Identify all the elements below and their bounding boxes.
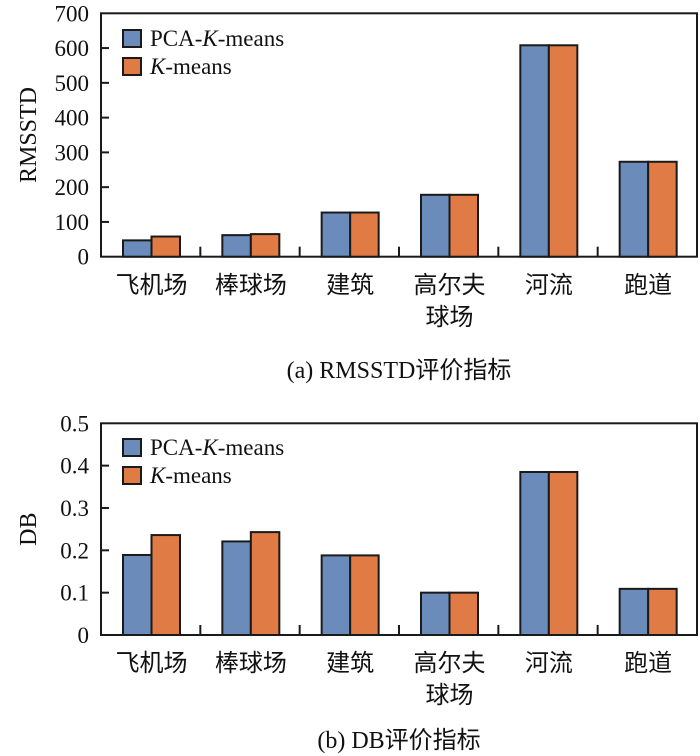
bar-db-pca-kmeans: [618, 587, 650, 637]
y-axis-title-rmsstd: RMSSTD: [16, 87, 42, 183]
legend-label-prefix: PCA-: [150, 26, 202, 51]
y-tick-label-rmsstd: 700: [55, 1, 90, 26]
bar-rmsstd-kmeans: [547, 44, 579, 258]
x-category-label-rmsstd: 建筑: [326, 272, 374, 299]
y-axis-title-db: DB: [16, 512, 42, 545]
bar-db-kmeans: [547, 470, 579, 636]
legend-label-italic: K: [201, 26, 219, 51]
x-category-label-db: 建筑: [326, 650, 374, 677]
x-category-label-rmsstd: 跑道: [624, 272, 672, 299]
legend-label-italic: K: [149, 54, 167, 79]
bar-rmsstd-pca-kmeans: [122, 239, 153, 258]
legend-label-db: PCA-K-means: [150, 435, 284, 460]
bar-rmsstd-kmeans: [448, 193, 479, 258]
legend-label-suffix: -means: [218, 26, 284, 51]
legend-label-prefix: PCA-: [150, 435, 202, 460]
legend-swatch-rmsstd: [122, 57, 142, 76]
legend-swatch-rmsstd: [122, 29, 142, 48]
x-category-label-rmsstd: 高尔夫: [414, 272, 486, 299]
y-tick-label-rmsstd: 300: [55, 140, 90, 165]
y-tick-label-db: 0.3: [60, 496, 89, 521]
x-category-label-db: 高尔夫: [414, 650, 486, 677]
x-category-label-db: 棒球场: [215, 650, 287, 677]
x-category-label-db: 河流: [525, 650, 573, 677]
y-tick-label-rmsstd: 0: [78, 245, 90, 270]
bar-db-pca-kmeans: [519, 470, 550, 636]
legend-label-db: K-means: [149, 463, 232, 488]
bar-rmsstd-pca-kmeans: [519, 44, 550, 258]
y-tick-label-rmsstd: 100: [55, 210, 90, 235]
y-tick-label-rmsstd: 400: [55, 106, 90, 131]
y-tick-label-db: 0.5: [60, 411, 89, 436]
x-category-label-rmsstd: 球场: [426, 304, 474, 331]
bar-db-kmeans: [249, 531, 281, 636]
x-category-label-rmsstd: 河流: [525, 272, 573, 299]
bar-db-kmeans: [647, 587, 678, 637]
y-tick-label-rmsstd: 600: [55, 36, 90, 61]
bar-db-pca-kmeans: [320, 554, 352, 637]
legend-label-rmsstd: PCA-K-means: [150, 26, 284, 51]
x-category-label-db: 球场: [426, 682, 474, 709]
bar-rmsstd-kmeans: [349, 211, 380, 258]
y-tick-label-db: 0.1: [60, 581, 89, 606]
legend-swatch-db: [122, 438, 142, 457]
bar-rmsstd-pca-kmeans: [221, 234, 252, 258]
legend-label-rmsstd: K-means: [149, 54, 232, 79]
legend-label-suffix: -means: [165, 54, 231, 79]
bar-rmsstd-kmeans: [249, 233, 281, 258]
legend-label-italic: K: [201, 435, 219, 460]
legend-label-suffix: -means: [218, 435, 284, 460]
x-category-label-db: 飞机场: [116, 650, 188, 677]
legend-label-italic: K: [149, 463, 167, 488]
bar-db-pca-kmeans: [122, 553, 153, 637]
y-tick-label-db: 0.2: [60, 538, 89, 563]
y-tick-label-db: 0.4: [60, 454, 89, 479]
y-tick-label-db: 0: [78, 623, 90, 648]
bar-rmsstd-kmeans: [150, 235, 181, 258]
bar-rmsstd-pca-kmeans: [618, 160, 650, 258]
legend-swatch-db: [122, 466, 142, 485]
x-category-label-db: 跑道: [624, 650, 672, 677]
x-category-label-rmsstd: 棒球场: [215, 272, 287, 299]
bar-rmsstd-pca-kmeans: [420, 193, 451, 258]
y-tick-label-rmsstd: 200: [55, 175, 90, 200]
bar-db-pca-kmeans: [221, 540, 252, 636]
y-tick-label-rmsstd: 500: [55, 71, 90, 96]
bar-db-pca-kmeans: [420, 591, 451, 636]
bar-db-kmeans: [448, 591, 479, 636]
legend-label-suffix: -means: [165, 463, 231, 488]
bar-db-kmeans: [150, 534, 181, 636]
x-category-label-rmsstd: 飞机场: [116, 272, 188, 299]
chart-caption-db: (b) DB评价指标: [317, 727, 480, 754]
bar-rmsstd-kmeans: [647, 160, 678, 258]
bar-rmsstd-pca-kmeans: [320, 211, 352, 258]
chart-caption-rmsstd: (a) RMSSTD评价指标: [287, 357, 512, 384]
bar-db-kmeans: [349, 554, 380, 637]
